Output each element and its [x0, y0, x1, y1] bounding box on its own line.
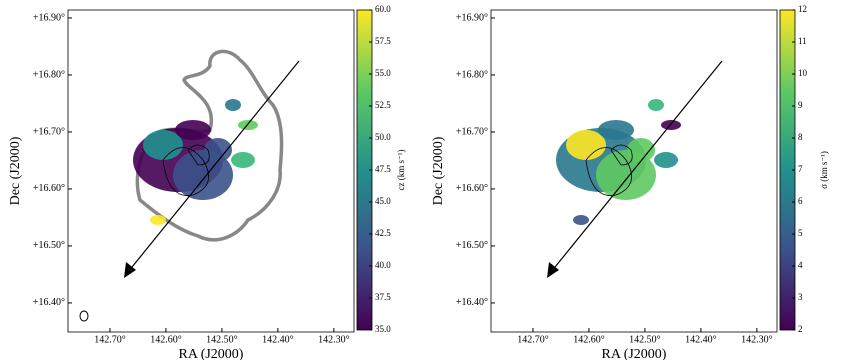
pixel-region [204, 138, 232, 162]
y-tick-label: +16.40° [456, 297, 488, 308]
pixel-region [566, 130, 606, 160]
x-tick-label: 142.60° [150, 334, 182, 345]
arrow-head [547, 262, 559, 278]
y-tick-label: +16.50° [456, 240, 488, 251]
axis-arrow [550, 60, 723, 273]
x-tick-label: 142.50° [629, 334, 661, 345]
pixel-region [573, 215, 589, 225]
pixel-region [627, 138, 655, 162]
colorbar-tick-label: 60.0 [375, 4, 391, 14]
colorbar-label: σ (km s⁻¹) [819, 151, 829, 189]
y-tick-label: +16.90° [33, 12, 65, 23]
y-tick-label: +16.80° [33, 69, 65, 80]
pixel-region [654, 152, 678, 168]
colorbar-tick-label: 55.0 [375, 68, 391, 78]
pixel-region [661, 120, 681, 130]
x-tick-label: 142.50° [206, 334, 238, 345]
x-tick-label: 142.40° [262, 334, 294, 345]
x-tick-label: 142.70° [94, 334, 126, 345]
colorbar-tick-label: 11 [798, 36, 807, 46]
colorbar-tick-label: 9 [798, 100, 803, 110]
pixel-region [598, 120, 634, 140]
contour [585, 144, 633, 196]
pixel-region [225, 99, 241, 111]
colorbar-tick-label: 45.0 [375, 196, 391, 206]
contour [162, 144, 210, 196]
arrow-head [124, 262, 136, 278]
y-tick-label: +16.40° [33, 297, 65, 308]
x-tick-label: 142.60° [573, 334, 605, 345]
x-tick-label: 142.40° [685, 334, 717, 345]
colorbar-tick-label: 8 [798, 132, 803, 142]
x-tick-label: 142.30° [318, 334, 350, 345]
colorbar-tick-label: 6 [798, 196, 803, 206]
colorbar-tick-label: 50.0 [375, 132, 391, 142]
y-tick-label: +16.60° [456, 183, 488, 194]
y-tick-label: +16.60° [33, 183, 65, 194]
colorbar-tick-label: 12 [798, 4, 807, 14]
plot-frame [490, 9, 778, 333]
pixel-region [231, 152, 255, 168]
pixel-region [648, 99, 664, 111]
colorbar-tick-label: 2 [798, 324, 803, 334]
pixel-region [175, 120, 211, 140]
y-tick-label: +16.50° [33, 240, 65, 251]
pixel-region [150, 215, 166, 225]
colorbar-tick-label: 57.5 [375, 36, 391, 46]
y-tick-label: +16.80° [456, 69, 488, 80]
x-axis-label: RA (J2000) [602, 347, 667, 360]
colorbar-tick-label: 3 [798, 292, 803, 302]
colorbar-tick-label: 4 [798, 260, 803, 270]
colorbar-tick-label: 10 [798, 68, 808, 78]
colorbar-tick-label: 5 [798, 228, 803, 238]
colorbar-tick-label: 35.0 [375, 324, 391, 334]
pixel-region [596, 150, 656, 200]
x-axis-label: RA (J2000) [179, 347, 244, 360]
y-tick-label: +16.70° [456, 126, 488, 137]
map-image [547, 60, 723, 278]
contour [135, 49, 284, 242]
colorbar-tick-label: 52.5 [375, 100, 391, 110]
colorbar-tick-label: 7 [798, 164, 803, 174]
pixel-region [143, 130, 183, 160]
x-tick-label: 142.30° [741, 334, 773, 345]
colorbar-tick-label: 47.5 [375, 164, 391, 174]
axis-arrow [127, 60, 300, 273]
beam [79, 310, 89, 322]
colorbar-tick-label: 42.5 [375, 228, 391, 238]
colorbar-label: cz (km s⁻¹) [396, 150, 406, 191]
pixel-region [238, 120, 258, 130]
y-axis-label: Dec (J2000) [8, 136, 23, 205]
pixel-region [173, 150, 233, 200]
colorbar-tick-label: 37.5 [375, 292, 391, 302]
map-image [79, 49, 300, 322]
y-axis-label: Dec (J2000) [431, 136, 446, 205]
y-tick-label: +16.70° [33, 126, 65, 137]
plot-frame [67, 9, 355, 333]
y-tick-label: +16.90° [456, 12, 488, 23]
x-tick-label: 142.70° [517, 334, 549, 345]
colorbar-tick-label: 40.0 [375, 260, 391, 270]
